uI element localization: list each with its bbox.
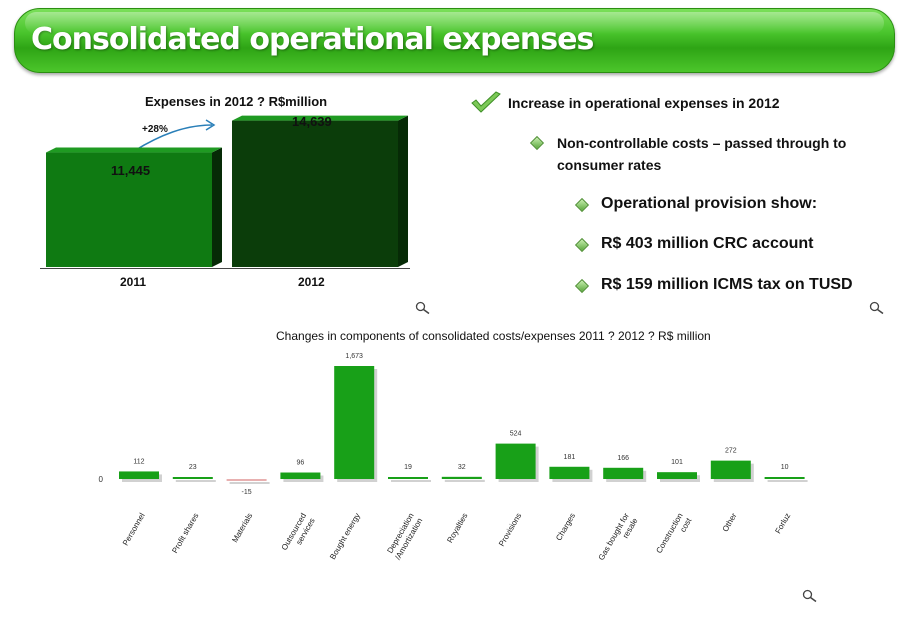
bullet-sub-line-2: consumer rates [557,157,662,173]
data-label: 101 [671,459,683,466]
title-bar-shine [25,12,884,34]
value-label-2011: 11,445 [111,163,151,178]
data-label: 166 [617,455,629,462]
data-label: 23 [189,464,197,471]
x-label: Personnel [121,511,147,547]
bar-change-2 [226,479,267,481]
bar-change-3 [280,472,321,479]
x-label: Constructioncost [654,511,693,560]
bar-shadow [175,480,216,482]
x-label: Provisions [497,512,523,548]
bar-change-7 [495,443,536,479]
x-label: Charges [554,512,577,543]
x-label: Outsourcedservices [280,512,317,557]
x-label-2011: 2011 [120,275,147,289]
x-label: Depreciation/Amortization [385,512,425,562]
data-label: 524 [510,431,522,438]
bar-change-1 [172,477,213,479]
data-label: 112 [133,458,144,465]
x-label: Forluz [773,512,792,536]
bar-change-6 [441,476,482,479]
bar-change-4 [334,366,375,479]
magnifier-icon[interactable] [869,301,885,315]
magnifier-icon[interactable] [802,589,818,603]
x-label: Gas bought forresale [597,511,640,567]
changes-chart-title: Changes in components of consolidated co… [276,329,711,343]
x-label: Other [721,511,739,533]
bullet-item-provision: Operational provision show: [601,195,818,212]
bar-change-8 [549,466,590,479]
growth-arrow-icon [133,119,216,152]
x-label: Bought energy [328,512,362,562]
expenses-axis-baseline [40,268,410,269]
title-bar: Consolidated operational expenses [14,8,895,73]
value-label-2012: 14,639 [292,114,332,129]
bar-change-0 [119,471,159,479]
bar-change-5 [388,477,428,479]
data-label: 96 [297,460,305,467]
bar-2011 [46,147,222,267]
bar-2012 [232,115,408,267]
bar-change-9 [603,467,644,479]
bar-change-10 [657,472,697,479]
checkmark-icon [471,91,501,113]
data-label: 10 [781,464,789,471]
data-label: 19 [404,464,412,471]
bar-shadow [444,479,485,482]
y-tick-zero: 0 [99,475,104,484]
data-label: -15 [242,489,252,496]
bullet-sub-line-1: Non-controllable costs – passed through … [557,135,847,151]
bullet-main: Increase in operational expenses in 2012 [508,95,780,111]
bullet-sub: Non-controllable costs – passed through … [557,132,846,176]
data-label: 1,673 [345,353,363,360]
page-title: Consolidated operational expenses [31,22,594,57]
expenses-chart-title: Expenses in 2012 ? R$million [145,94,328,109]
bar-change-11 [710,460,751,479]
data-label: 32 [458,464,466,471]
x-label: Royalties [445,512,469,545]
data-label: 272 [725,448,737,455]
x-label: Materials [230,512,254,545]
bar-shadow [767,480,808,482]
x-label: Profit shares [170,512,200,555]
bar-shadow [391,480,431,482]
bar-shadow [229,482,270,484]
x-label-2012: 2012 [298,275,325,289]
magnifier-icon[interactable] [415,301,431,315]
data-label: 181 [564,454,576,461]
bullet-item-icms: R$ 159 million ICMS tax on TUSD [601,276,853,293]
expenses-bar-chart [46,115,408,267]
growth-annotation: +28% [142,124,168,135]
bar-change-12 [764,477,805,479]
bullet-item-crc: R$ 403 million CRC account [601,235,814,252]
